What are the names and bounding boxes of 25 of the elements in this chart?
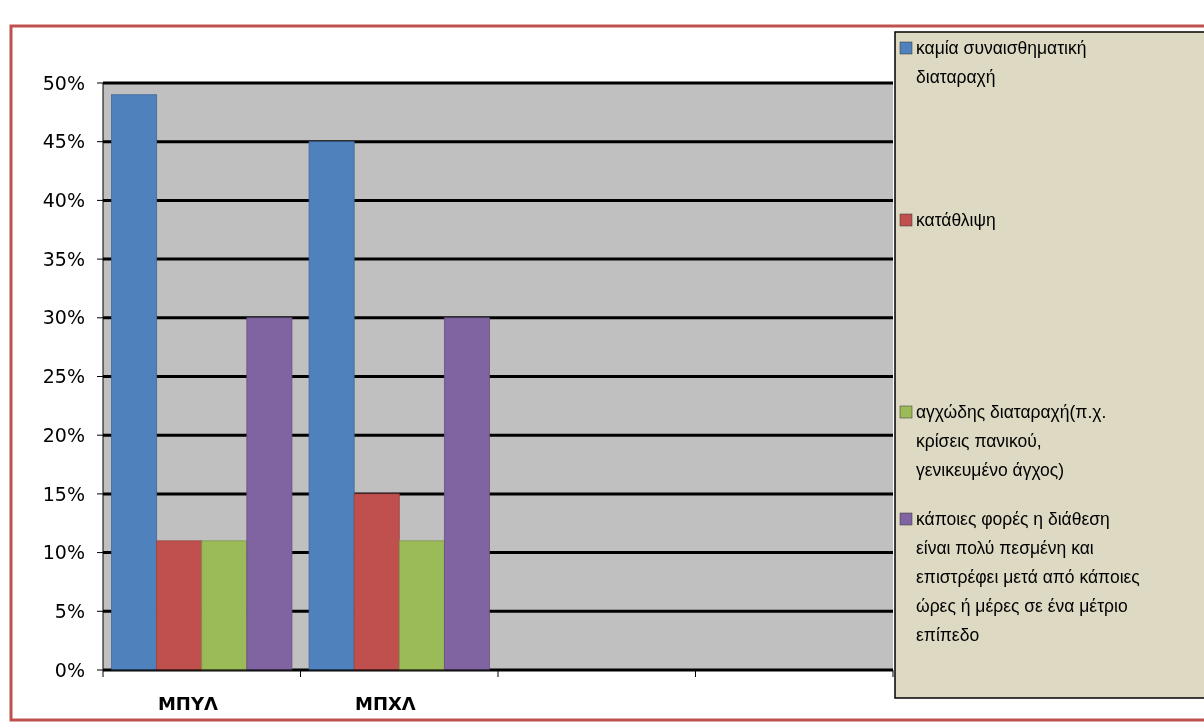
legend-label: καμία συναισθηματική διαταραχή bbox=[916, 38, 1087, 87]
bar bbox=[201, 540, 248, 671]
bar bbox=[443, 317, 490, 671]
legend-label: κάποιες φορές η διάθεση είναι πολύ πεσμένη και επιστρέφει μετά από κάποιες ώρες ή μέρες σε ένα μέτριο επίπεδο bbox=[916, 509, 1140, 645]
legend-label: αγχώδης διαταραχή(π.χ. κρίσεις πανικού, γενικευμένο άγχος) bbox=[916, 402, 1107, 480]
y-tick-label: 0% bbox=[54, 658, 85, 681]
x-tick-label: ΜΠΧΛ bbox=[355, 693, 416, 714]
bar bbox=[246, 317, 293, 671]
y-tick-label: 10% bbox=[42, 541, 85, 564]
bar bbox=[308, 141, 355, 671]
y-tick-label: 20% bbox=[42, 423, 85, 446]
y-tick-label: 5% bbox=[54, 599, 85, 622]
x-tick-label: ΜΠΥΛ bbox=[157, 693, 218, 714]
y-tick-label: 50% bbox=[42, 71, 85, 94]
y-tick-label: 15% bbox=[42, 482, 85, 505]
bar bbox=[353, 493, 400, 671]
legend-label: κατάθλιψη bbox=[916, 210, 996, 230]
bar bbox=[156, 540, 203, 671]
y-tick-label: 40% bbox=[42, 189, 85, 212]
y-tick-label: 35% bbox=[42, 247, 85, 270]
y-tick-label: 45% bbox=[42, 130, 85, 153]
y-tick-label: 25% bbox=[42, 365, 85, 388]
bar bbox=[111, 94, 158, 671]
y-tick-label: 30% bbox=[42, 306, 85, 329]
bar bbox=[398, 540, 445, 671]
